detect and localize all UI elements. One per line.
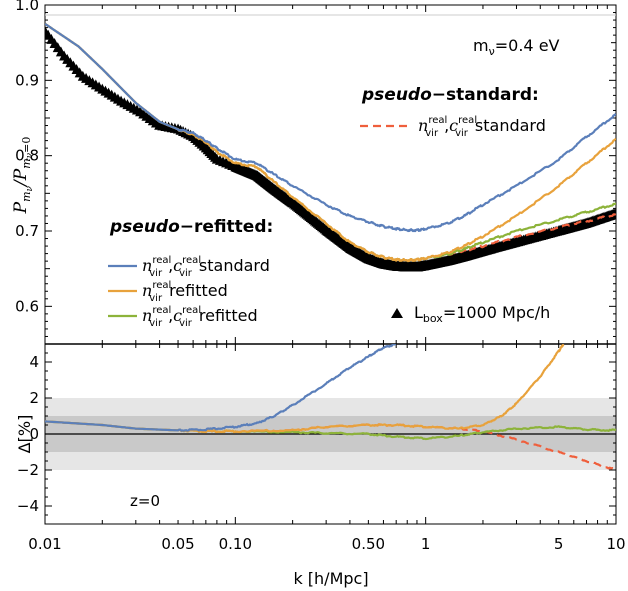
x-tick-label: 5 bbox=[554, 535, 564, 553]
x-tick-label: 0.50 bbox=[352, 535, 385, 553]
x-tick-label: 1 bbox=[421, 535, 431, 553]
x-tick-label: 0.10 bbox=[219, 535, 252, 553]
bottom-series-group bbox=[45, 344, 616, 471]
top-y-tick-label: 0.7 bbox=[15, 222, 39, 240]
bottom-y-axis-label: Δ[%] bbox=[15, 415, 34, 454]
x-tick-label: 10 bbox=[606, 535, 625, 553]
axis-tick-labels: 0.01 0.05 0.10 0.50 1 5 10 0.6 0.7 0.8 0.9 1.0 −4 −2 0… bbox=[15, 0, 625, 553]
legend-entry-pseudo-standard: nreal vir ,creal vir standard bbox=[418, 115, 546, 139]
top-y-tick-label: 0.8 bbox=[15, 147, 39, 165]
redshift-annotation: z=0 bbox=[130, 492, 160, 510]
bottom-y-tick-label: −4 bbox=[17, 497, 39, 515]
bottom-y-tick-label: 0 bbox=[29, 425, 39, 443]
legend-title-pseudo-refitted: pseudo−refitted: bbox=[109, 217, 273, 237]
legend-title-pseudo-standard: pseudo−standard: bbox=[361, 85, 539, 105]
top-y-tick-label: 1.0 bbox=[15, 0, 39, 14]
legend-marker-triangle bbox=[391, 308, 403, 318]
top-y-tick-label: 0.9 bbox=[15, 71, 39, 89]
bottom-y-tick-label: 2 bbox=[29, 389, 39, 407]
legend-entry-orange: nreal vir refitted bbox=[142, 280, 228, 304]
legend-entry-green: nreal vir ,creal vir refitted bbox=[142, 305, 258, 329]
top-y-tick-label: 0.6 bbox=[15, 297, 39, 315]
legend-entry-box: Lbox=1000 Mpc/h bbox=[414, 303, 550, 325]
top-panel-frame bbox=[44, 4, 617, 345]
legend-entry-blue: nreal vir ,creal vir standard bbox=[142, 255, 270, 279]
x-tick-label: 0.01 bbox=[28, 535, 61, 553]
bottom-y-tick-label: 4 bbox=[29, 353, 39, 371]
series-line bbox=[45, 22, 616, 233]
top-y-axis-label: Pmν/Pmν=0 bbox=[11, 137, 35, 215]
x-tick-label: 0.05 bbox=[161, 535, 194, 553]
neutrino-mass-annotation: mν=0.4 eV bbox=[473, 36, 560, 58]
top-series-group bbox=[45, 22, 616, 272]
bottom-y-tick-label: −2 bbox=[17, 461, 39, 479]
x-axis-label: k [h/Mpc] bbox=[293, 569, 368, 588]
series-line bbox=[45, 344, 397, 432]
